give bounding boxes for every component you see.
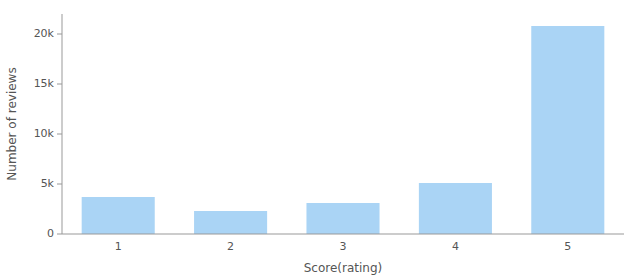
x-axis: 1 2 3 4 5 — [62, 234, 624, 253]
y-tick-label: 15k — [34, 77, 55, 90]
x-axis-line — [62, 234, 624, 235]
x-axis-label: Score(rating) — [304, 261, 383, 275]
bar — [419, 183, 492, 234]
x-tick-label: 1 — [115, 240, 122, 253]
y-tick-label: 0 — [47, 227, 54, 240]
y-axis-label: Number of reviews — [5, 67, 19, 180]
y-tick — [57, 84, 62, 85]
y-tick — [57, 34, 62, 35]
bar — [306, 203, 379, 234]
y-tick — [57, 184, 62, 185]
bar — [82, 197, 155, 234]
x-tick-label: 4 — [452, 240, 459, 253]
chart-svg: 0 5k 10k 15k 20k 1 2 3 4 5 Score(rating) Number of … — [0, 0, 640, 280]
y-axis: 0 5k 10k 15k 20k — [34, 14, 62, 240]
bar — [194, 211, 267, 234]
x-tick-label: 2 — [227, 240, 234, 253]
chart-container: 0 5k 10k 15k 20k 1 2 3 4 5 Score(rating) Number of … — [0, 0, 640, 280]
y-axis-line — [62, 14, 63, 234]
y-tick-label: 20k — [34, 27, 55, 40]
bars — [82, 26, 605, 234]
y-tick — [57, 134, 62, 135]
x-tick-label: 3 — [340, 240, 347, 253]
x-tick-label: 5 — [564, 240, 571, 253]
y-tick-label: 10k — [34, 127, 55, 140]
bar — [531, 26, 604, 234]
y-tick-label: 5k — [41, 177, 55, 190]
y-tick — [57, 234, 62, 235]
